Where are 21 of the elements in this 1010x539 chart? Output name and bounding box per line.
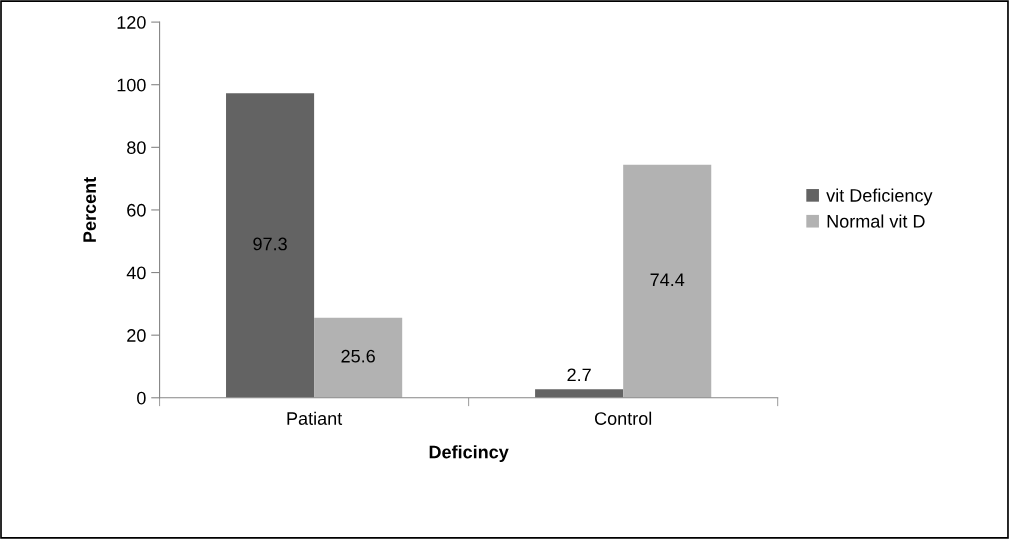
bar	[314, 317, 403, 398]
x-axis-title: Deficincy	[429, 445, 509, 462]
data-label: 74.4	[650, 273, 685, 286]
legend-label: vit Deficiency	[826, 188, 933, 206]
bar	[226, 93, 315, 398]
bar	[535, 389, 624, 398]
data-label: 25.6	[341, 349, 375, 363]
y-tick-label: 100	[117, 78, 146, 92]
y-tick-label: 120	[117, 16, 146, 29]
y-tick-label: 80	[127, 141, 146, 155]
x-tick-label: Control	[594, 411, 652, 425]
x-tick-label: Patiant	[287, 411, 343, 425]
y-tick-label: 20	[127, 329, 146, 342]
data-label: 2.7	[567, 368, 591, 382]
y-tick-label: 60	[127, 203, 146, 217]
legend-label: Normal vit D	[827, 214, 925, 228]
y-tick-label: 40	[126, 266, 146, 280]
data-label: 97.3	[253, 237, 287, 251]
y-tick-label: 0	[137, 391, 146, 405]
bar	[623, 164, 712, 398]
y-axis-title: Percent	[83, 177, 97, 242]
